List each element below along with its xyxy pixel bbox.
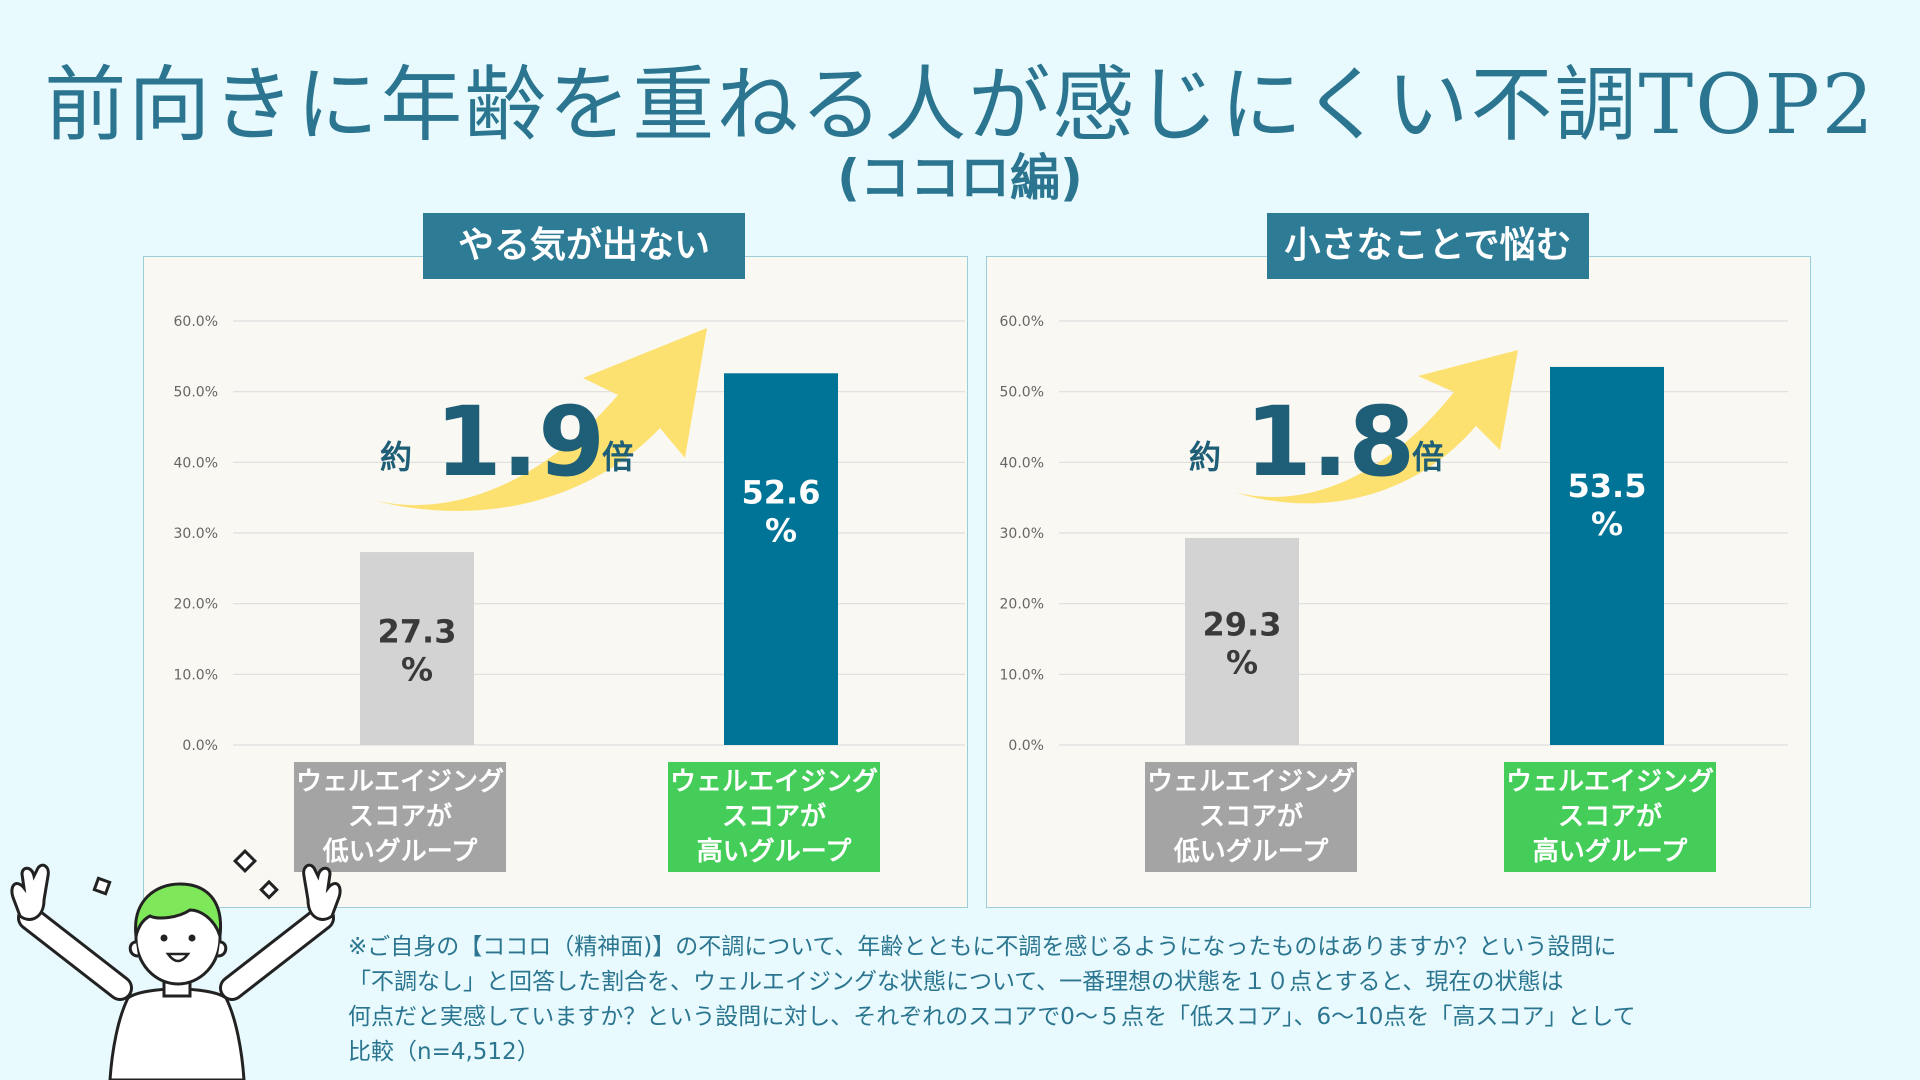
bar-value-label: 29.3% [1203, 605, 1282, 681]
y-tick-label: 30.0% [1000, 526, 1044, 542]
category-label-high-left: ウェルエイジング スコアが 高いグループ [668, 762, 880, 872]
bar-value-label: 52.6% [742, 473, 821, 549]
bar-low [360, 552, 474, 745]
multiplier-value: 1.9 [435, 386, 605, 498]
y-tick-label: 20.0% [174, 597, 218, 613]
category-label-low-left: ウェルエイジング スコアが 低いグループ [294, 762, 506, 872]
up-arrow-icon [1234, 350, 1518, 504]
up-arrow-icon [372, 328, 707, 511]
y-tick-label: 60.0% [174, 314, 218, 330]
multiplier-value: 1.8 [1245, 386, 1415, 498]
multiplier-prefix: 約 [1189, 438, 1221, 476]
y-tick-label: 30.0% [174, 526, 218, 542]
bar-low [1185, 537, 1299, 745]
y-tick-label: 50.0% [174, 385, 218, 401]
chart-title-right: 小さなことで悩む [1267, 213, 1589, 279]
multiplier-prefix: 約 [380, 438, 412, 476]
y-tick-label: 0.0% [182, 738, 218, 754]
y-tick-label: 10.0% [1000, 667, 1044, 683]
bar-high [724, 373, 838, 745]
chart-title-left: やる気が出ない [423, 213, 745, 279]
page-title: 前向きに年齢を重ねる人が感じにくい不調TOP2 [44, 58, 1876, 153]
y-tick-label: 50.0% [1000, 385, 1044, 401]
multiplier-suffix: 倍 [602, 438, 634, 476]
y-tick-label: 20.0% [1000, 597, 1044, 613]
bar-value-label: 53.5% [1568, 467, 1647, 543]
y-tick-label: 10.0% [174, 667, 218, 683]
bar-high [1550, 366, 1664, 745]
person-illustration [10, 848, 342, 1080]
y-tick-label: 0.0% [1008, 738, 1044, 754]
y-tick-label: 40.0% [1000, 455, 1044, 471]
multiplier-suffix: 倍 [1412, 438, 1444, 476]
category-label-high-right: ウェルエイジング スコアが 高いグループ [1504, 762, 1716, 872]
y-tick-label: 60.0% [1000, 314, 1044, 330]
page-subtitle: (ココロ編) [837, 149, 1083, 207]
bar-value-label: 27.3% [378, 613, 457, 689]
category-label-low-right: ウェルエイジング スコアが 低いグループ [1145, 762, 1357, 872]
footnote: ※ご自身の【ココロ（精神面)】の不調について、年齢とともに不調を感じるようになっ… [348, 934, 1636, 1065]
y-tick-label: 40.0% [174, 455, 218, 471]
